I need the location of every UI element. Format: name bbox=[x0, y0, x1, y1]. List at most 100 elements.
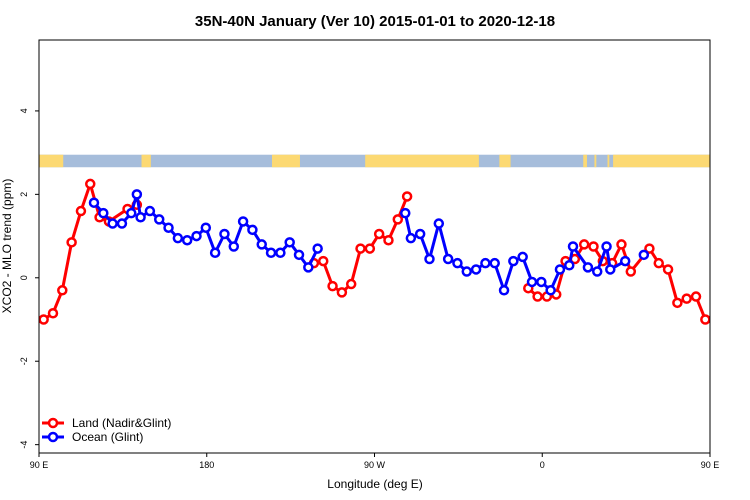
series-ocean-point bbox=[452, 257, 463, 269]
strip-land-segment bbox=[607, 154, 610, 168]
legend-ocean-swatch-marker bbox=[47, 431, 59, 443]
x-tick-label: 0 bbox=[540, 460, 545, 470]
strip-land-segment bbox=[271, 154, 300, 168]
y-axis-label: XCO2 - MLO trend (ppm) bbox=[0, 179, 14, 314]
series-land-point bbox=[700, 314, 710, 325]
series-ocean-point bbox=[489, 257, 500, 269]
series-ocean-point bbox=[163, 222, 174, 233]
series-ocean-point bbox=[312, 243, 323, 254]
series-land-point bbox=[709, 317, 710, 322]
series-ocean-point bbox=[567, 241, 579, 252]
series-ocean-point bbox=[131, 189, 143, 200]
series-land-point bbox=[75, 205, 87, 217]
series-land-point bbox=[644, 243, 655, 254]
series-ocean-point bbox=[564, 260, 575, 271]
series-land-point bbox=[681, 293, 692, 304]
series-land-point bbox=[672, 297, 683, 309]
axes: -4 -2 0 2 4 90 E 180 90 W 0 90 E bbox=[19, 108, 719, 470]
y-tick-label: 0 bbox=[19, 275, 29, 280]
series-ocean-point bbox=[181, 234, 193, 246]
series-ocean-point bbox=[144, 205, 156, 217]
series-ocean-point bbox=[209, 247, 221, 259]
series-ocean-point bbox=[508, 255, 519, 267]
series-ocean-point bbox=[191, 230, 202, 242]
series-land-point bbox=[625, 266, 637, 277]
plot-frame bbox=[38, 39, 711, 454]
strip-land-segment bbox=[594, 154, 597, 168]
series-ocean-point bbox=[461, 266, 473, 277]
series-ocean-point bbox=[153, 214, 165, 225]
series-land-point bbox=[336, 287, 348, 298]
series-land-point bbox=[345, 278, 357, 290]
series-ocean-point bbox=[228, 241, 240, 252]
y-tick-label: 4 bbox=[19, 108, 29, 113]
series-land-point bbox=[662, 264, 674, 275]
series-ocean-point bbox=[107, 218, 118, 229]
series-ocean-point bbox=[88, 197, 100, 208]
series-ocean-point bbox=[256, 239, 267, 250]
strip-land-segment bbox=[365, 154, 479, 168]
series-land-point bbox=[85, 178, 96, 190]
y-tick-label: -4 bbox=[19, 441, 29, 449]
series-ocean-point bbox=[135, 212, 146, 223]
series-ocean-point bbox=[638, 249, 650, 261]
series-land-point bbox=[39, 314, 49, 325]
series-land-point bbox=[317, 255, 329, 267]
legend-land-label: Land (Nadir&Glint) bbox=[72, 416, 171, 430]
x-tick-label: 180 bbox=[199, 460, 214, 470]
x-axis-label: Longitude (deg E) bbox=[327, 477, 422, 491]
series-ocean-point bbox=[247, 224, 258, 236]
chart-title: 35N-40N January (Ver 10) 2015-01-01 to 2… bbox=[195, 13, 555, 30]
x-tick-label: 90 E bbox=[701, 460, 720, 470]
y-tick-label: 2 bbox=[19, 192, 29, 197]
series-ocean-point bbox=[433, 218, 445, 229]
series-land-point bbox=[364, 243, 376, 254]
y-tick-label: -2 bbox=[19, 357, 29, 365]
series-ocean-point bbox=[480, 257, 491, 269]
series-land-point bbox=[392, 214, 404, 225]
legend-land-swatch-marker bbox=[47, 417, 59, 429]
series-ocean-point bbox=[414, 228, 426, 240]
series-land-point bbox=[327, 280, 338, 292]
series-ocean-point bbox=[237, 216, 249, 227]
series-ocean-point bbox=[536, 276, 547, 288]
series-ocean-point bbox=[284, 237, 295, 248]
series-ocean-point bbox=[526, 276, 538, 288]
series-land-line bbox=[527, 242, 710, 322]
series-ocean-point bbox=[116, 218, 128, 229]
series-ocean-point bbox=[405, 232, 417, 244]
series-land-point bbox=[690, 291, 702, 302]
series-ocean-point bbox=[275, 247, 286, 259]
series-ocean-point bbox=[172, 232, 184, 244]
series-land-point bbox=[47, 307, 59, 319]
series-land-point bbox=[401, 191, 413, 202]
series-layer bbox=[39, 178, 747, 325]
series-ocean-point bbox=[265, 247, 277, 259]
series-land-point bbox=[588, 241, 599, 252]
series-ocean-point bbox=[424, 253, 435, 265]
series-land-point bbox=[739, 238, 747, 246]
series-land-point bbox=[66, 237, 77, 248]
series-ocean-point bbox=[517, 251, 528, 263]
series-ocean-point bbox=[303, 262, 314, 273]
series-ocean-point bbox=[591, 266, 603, 277]
series-land-line bbox=[42, 182, 138, 321]
series-ocean-point bbox=[545, 285, 556, 296]
legend: Land (Nadir&Glint) Ocean (Glint) bbox=[42, 416, 171, 444]
series-ocean-point bbox=[293, 249, 305, 261]
x-tick-label: 90 E bbox=[30, 460, 49, 470]
legend-ocean-label: Ocean (Glint) bbox=[72, 430, 143, 444]
surface-type-strip bbox=[39, 154, 710, 168]
series-ocean-point bbox=[582, 262, 594, 273]
series-land-point bbox=[720, 309, 728, 317]
series-ocean-point bbox=[400, 207, 411, 219]
series-ocean-point bbox=[498, 285, 510, 296]
series-ocean-point bbox=[619, 255, 631, 267]
series-land-point bbox=[355, 243, 366, 254]
series-ocean-point bbox=[442, 253, 454, 265]
strip-land-segment bbox=[583, 154, 587, 168]
series-land-point bbox=[57, 285, 68, 296]
series-land-point bbox=[578, 239, 590, 250]
series-land-point bbox=[653, 257, 664, 269]
